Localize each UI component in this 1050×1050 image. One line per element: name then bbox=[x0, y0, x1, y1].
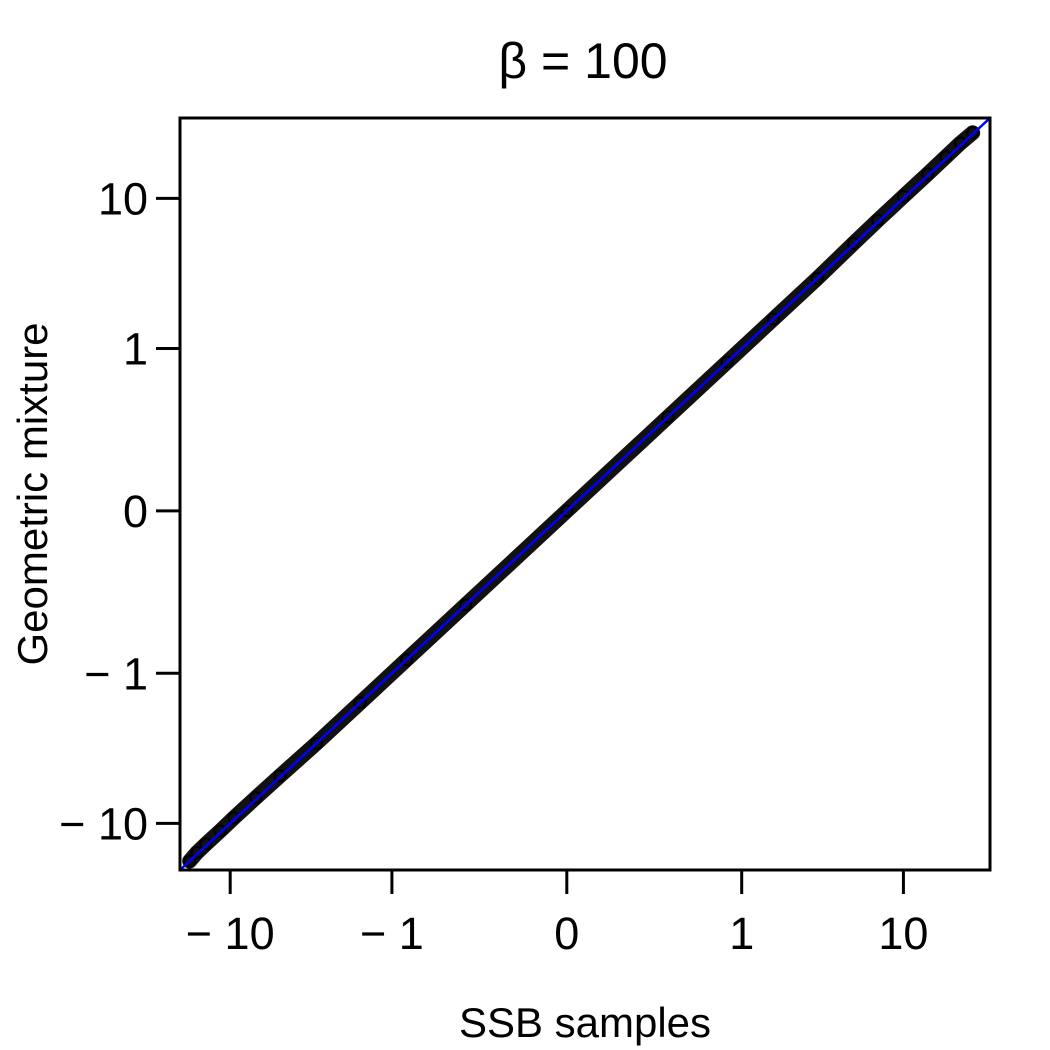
x-axis-label: SSB samples bbox=[459, 999, 711, 1046]
sample-point bbox=[871, 213, 885, 227]
chart-title: β = 100 bbox=[498, 33, 667, 89]
sample-point bbox=[810, 271, 824, 285]
x-tick-label: 10 bbox=[878, 908, 928, 959]
sample-point bbox=[766, 312, 780, 326]
reference-line bbox=[179, 117, 991, 871]
sample-point bbox=[273, 769, 287, 783]
y-tick-label: 1 bbox=[123, 324, 148, 375]
sample-point bbox=[966, 126, 980, 140]
x-tick-label: 1 bbox=[729, 908, 754, 959]
y-tick-label: 0 bbox=[123, 486, 148, 537]
sample-point bbox=[459, 598, 473, 612]
sample-point bbox=[309, 736, 323, 750]
x-tick-label: − 10 bbox=[186, 908, 275, 959]
sample-point bbox=[921, 167, 935, 181]
sample-point bbox=[847, 236, 861, 250]
plot-area bbox=[179, 117, 991, 871]
y-tick-label: − 10 bbox=[59, 798, 148, 849]
sample-point bbox=[954, 136, 968, 150]
sample-point bbox=[353, 696, 367, 710]
sample-point bbox=[199, 837, 213, 851]
y-tick-label: − 1 bbox=[84, 648, 148, 699]
sample-point bbox=[249, 791, 263, 805]
x-tick-label: − 1 bbox=[360, 908, 424, 959]
sample-point bbox=[560, 504, 574, 518]
y-axis-label: Geometric mixture bbox=[9, 322, 56, 665]
y-tick-label: 10 bbox=[98, 173, 148, 224]
sample-point bbox=[227, 811, 241, 825]
sample-point bbox=[896, 189, 910, 203]
plot-frame bbox=[178, 116, 992, 872]
sample-point bbox=[213, 824, 227, 838]
x-tick-label: 0 bbox=[554, 908, 579, 959]
sample-point bbox=[661, 410, 675, 424]
sample-point bbox=[183, 854, 197, 868]
sample-point bbox=[190, 845, 204, 859]
sample-point bbox=[939, 150, 953, 164]
x-axis: − 10− 1 0 1 10 bbox=[186, 870, 928, 959]
sample-point bbox=[720, 355, 734, 369]
sample-point bbox=[400, 653, 414, 667]
